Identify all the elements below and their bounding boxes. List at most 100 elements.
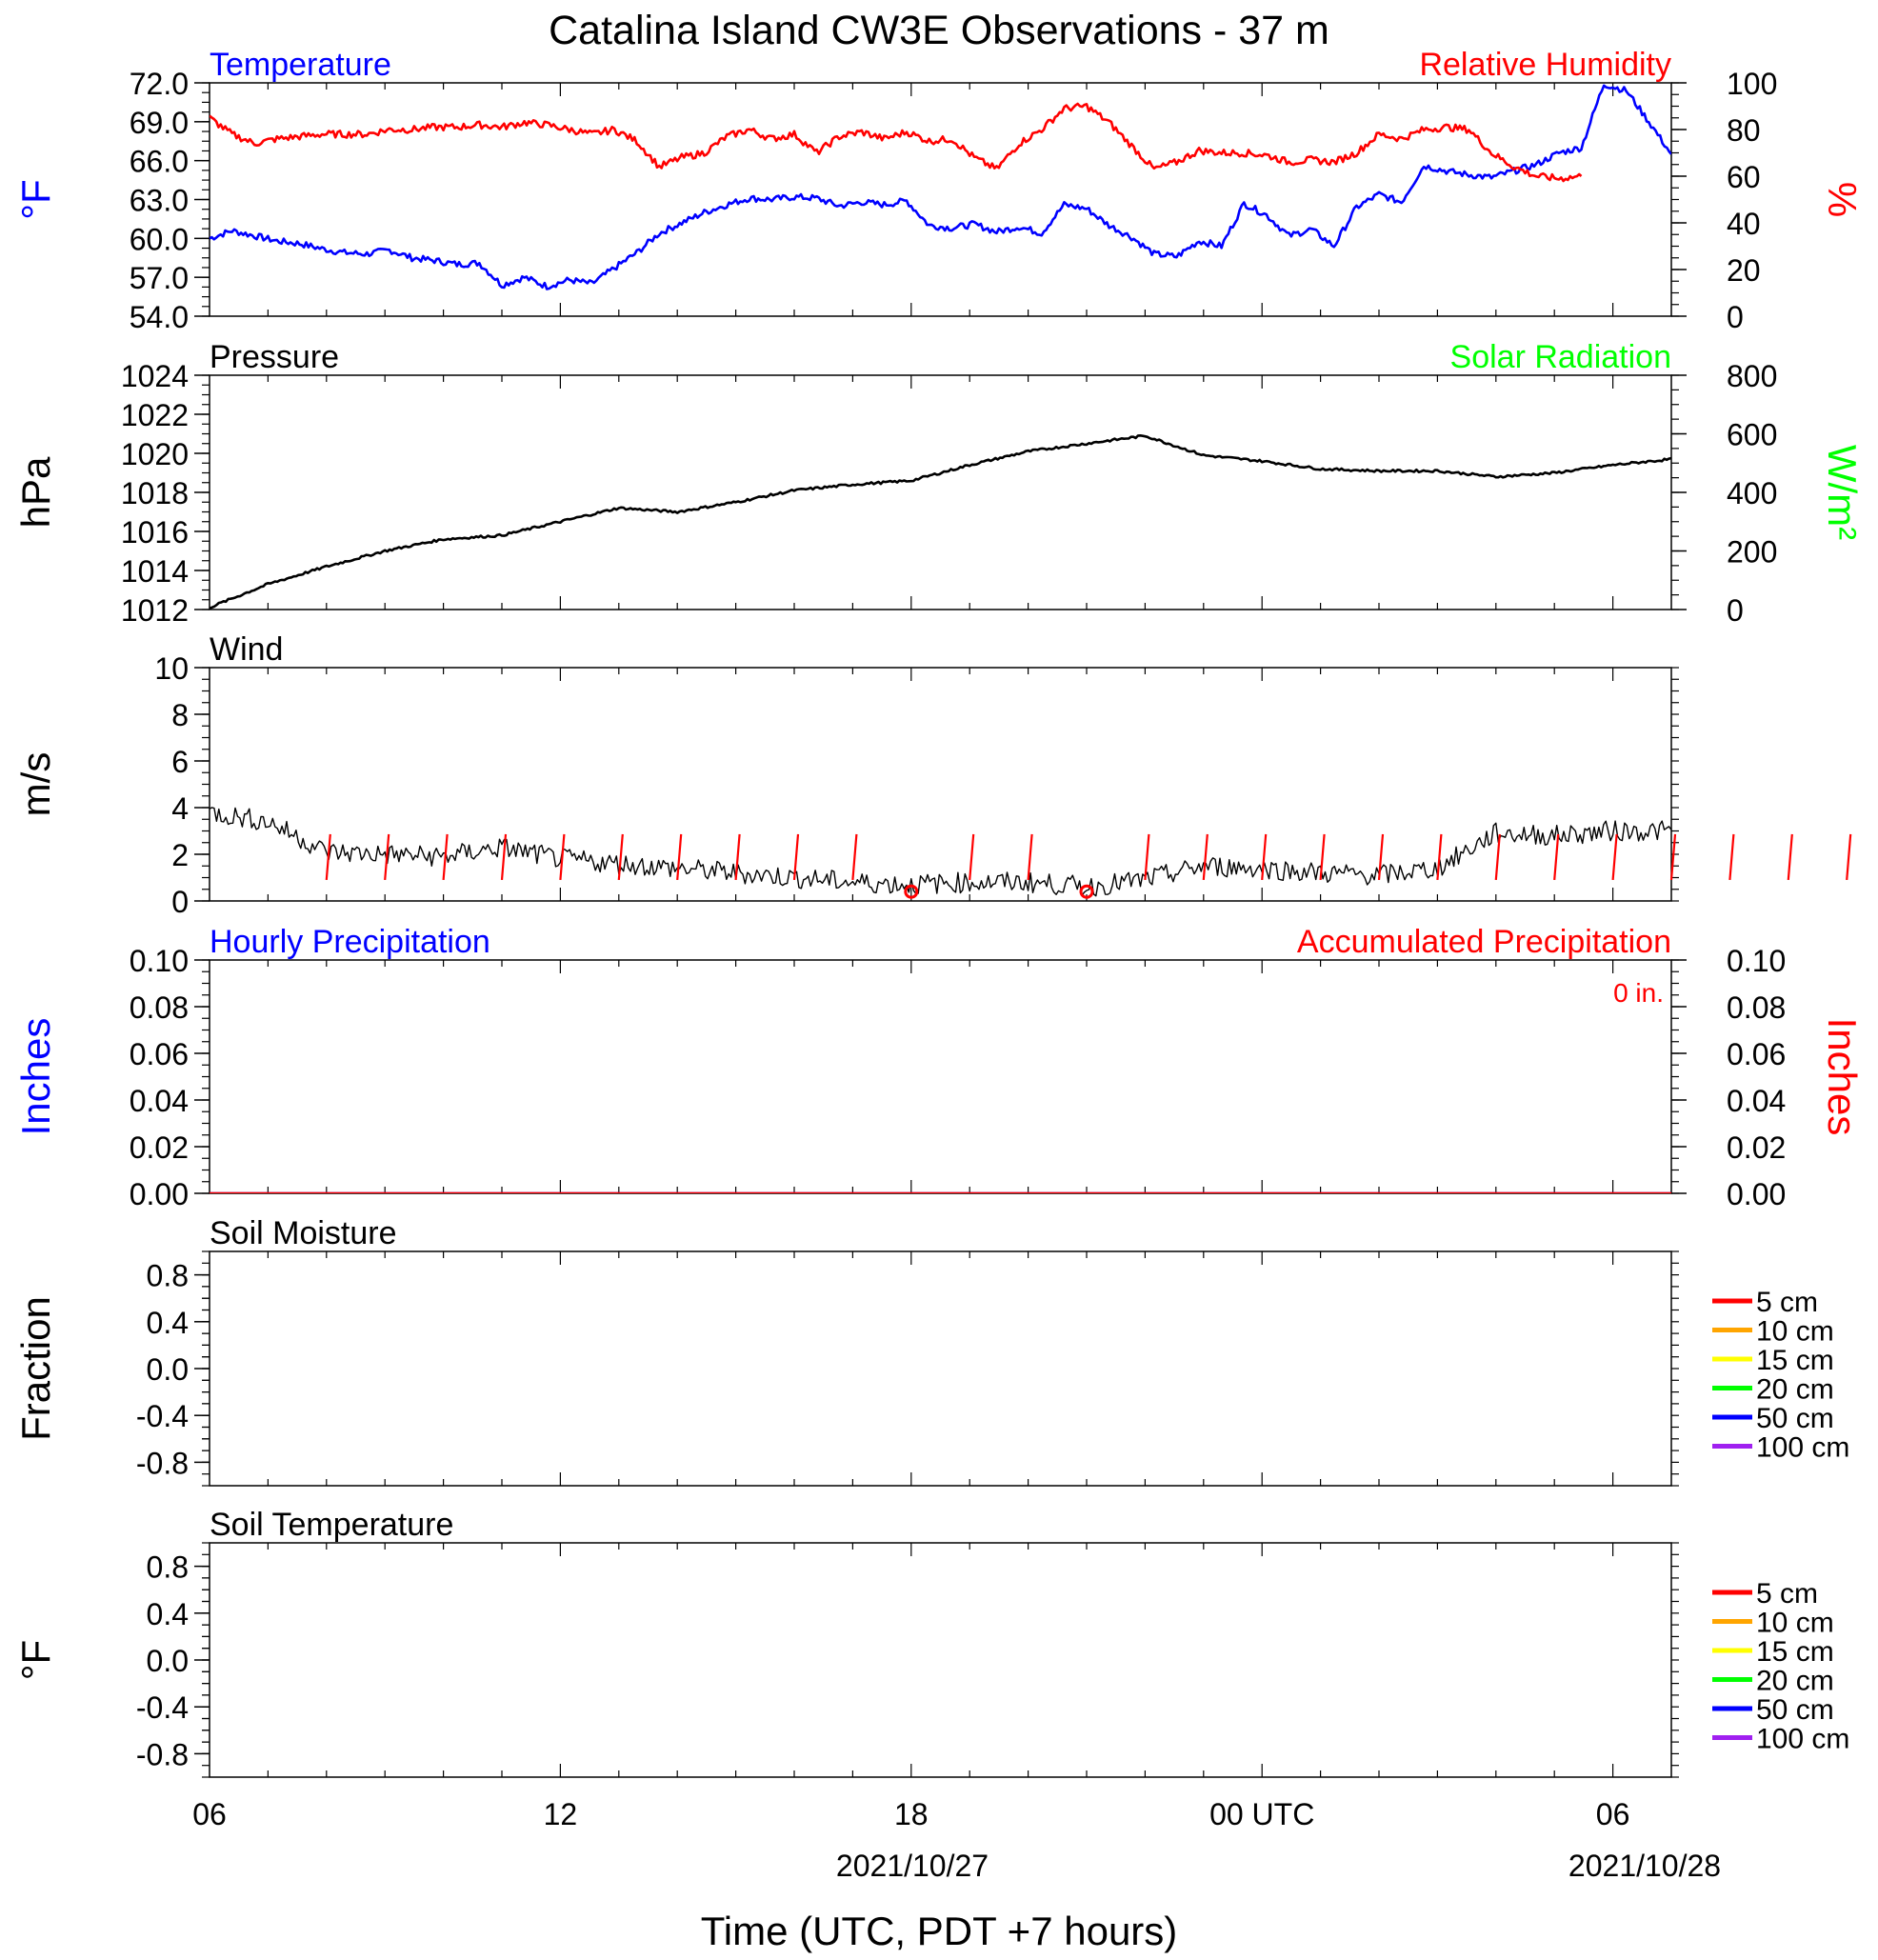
x-tick-label: 06 [1596, 1797, 1630, 1831]
x-tick-label: 00 UTC [1209, 1797, 1314, 1831]
wind-barb [969, 833, 975, 881]
y-tick-label-right: 0.08 [1727, 990, 1786, 1025]
y-tick-label: 0.0 [147, 1352, 189, 1387]
y-tick-label: 1024 [121, 359, 189, 393]
y-axis-label: m/s [13, 752, 58, 817]
y-tick-label: 2 [171, 838, 189, 872]
y-tick-label: 1022 [121, 398, 189, 432]
y-tick-label-right: 0 [1727, 593, 1744, 628]
y-tick-label: 0.10 [130, 944, 189, 978]
y-axis-label: Inches [13, 1018, 58, 1136]
y-tick-label-right: 100 [1727, 67, 1777, 101]
wind-barb [500, 833, 508, 881]
series-group [210, 84, 1671, 290]
y-axis-label-right: W/m² [1820, 445, 1865, 540]
y-tick-label-right: 200 [1727, 535, 1777, 570]
wind-barb [792, 833, 800, 881]
panel-temperature-humidity: 72.0 69.0 66.0 63.0 60.0 57.0 54.0 100 80 60 40 20 0… [13, 47, 1865, 334]
y-tick-label-right: 80 [1727, 113, 1761, 148]
y-tick-label: 0.4 [147, 1306, 189, 1340]
wind-barb [1027, 833, 1033, 881]
y-tick-label: 1018 [121, 476, 189, 510]
series-line-relative-humidity [210, 102, 1583, 183]
y-tick-label: 54.0 [130, 300, 189, 334]
legend-label: 10 cm [1756, 1316, 1834, 1348]
date-label-2: 2021/10/28 [1568, 1849, 1721, 1883]
legend-label: 15 cm [1756, 1345, 1834, 1376]
y-tick-label: 0.06 [130, 1037, 189, 1071]
plot-frame [209, 82, 1672, 317]
wind-barb [1144, 833, 1150, 881]
wind-barb [1202, 833, 1209, 881]
wind-barb [1787, 833, 1793, 881]
calm-wind-marker [1079, 884, 1094, 899]
wind-barb [325, 833, 331, 881]
x-tick-label: 06 [192, 1797, 227, 1831]
y-tick-label: 1016 [121, 515, 189, 550]
panel-title-right: Solar Radiation [1450, 339, 1671, 375]
y-tick-label: 69.0 [130, 106, 189, 140]
wind-barb [734, 833, 741, 881]
panel-title-right: Accumulated Precipitation [1297, 924, 1671, 960]
panel-wind: 10 8 6 4 2 0 Wind m/s [13, 631, 1852, 919]
wind-barb [384, 833, 390, 881]
y-tick-label: 1014 [121, 554, 189, 589]
y-tick-label-right: 0.06 [1727, 1037, 1786, 1071]
x-tick-label: 12 [544, 1797, 578, 1831]
y-tick-label-right: 0.04 [1727, 1084, 1786, 1118]
y-tick-label: 4 [171, 791, 189, 826]
panel-pressure-solar: 1024 1022 1020 1018 1016 1014 1012 800 600 400 200… [13, 339, 1865, 628]
date-label-1: 2021/10/27 [836, 1849, 989, 1883]
y-tick-label: 0.02 [130, 1130, 189, 1165]
y-tick-label: 0.8 [147, 1259, 189, 1293]
wind-barb [676, 833, 683, 881]
wind-barb [1669, 833, 1677, 881]
wind-barb [617, 833, 624, 881]
panel-soil-moisture: 0.8 0.4 0.0 -0.4 -0.8 Soil Moisture Fraction 5 … [13, 1215, 1849, 1487]
wind-barb [1319, 833, 1326, 881]
x-tick-label: 18 [894, 1797, 929, 1831]
y-tick-label-right: 0.00 [1727, 1177, 1786, 1211]
y-tick-label-right: 800 [1727, 359, 1777, 393]
y-tick-label: 66.0 [130, 145, 189, 179]
y-tick-label: -0.4 [136, 1690, 189, 1725]
y-tick-label: 0.4 [147, 1597, 189, 1631]
wind-barb [1436, 833, 1443, 881]
plot-frame [209, 1250, 1672, 1487]
y-tick-label: 0 [171, 885, 189, 919]
y-tick-label: 0.00 [130, 1177, 189, 1211]
wind-barb [1553, 833, 1560, 881]
y-tick-label: -0.8 [136, 1737, 189, 1771]
x-axis-label: Time (UTC, PDT +7 hours) [701, 1909, 1178, 1953]
legend-label: 10 cm [1756, 1608, 1834, 1639]
panel-title: Soil Moisture [210, 1215, 397, 1251]
legend-label: 15 cm [1756, 1636, 1834, 1668]
y-tick-label: 57.0 [130, 261, 189, 295]
y-tick-label: 60.0 [130, 222, 189, 256]
panel-title-right: Relative Humidity [1419, 47, 1671, 83]
y-tick-label: -0.8 [136, 1446, 189, 1480]
y-tick-label: 0.8 [147, 1550, 189, 1585]
y-tick-label: 1012 [121, 593, 189, 628]
wind-barb [1846, 833, 1852, 881]
wind-barb [851, 833, 858, 881]
wind-barb [559, 833, 566, 881]
plot-frame [209, 667, 1672, 902]
wind-barb [1494, 833, 1501, 881]
y-tick-label-right: 0 [1727, 300, 1744, 334]
y-tick-label-right: 600 [1727, 418, 1777, 452]
wind-barb [1728, 833, 1735, 881]
y-tick-label: 1020 [121, 437, 189, 471]
series-line-temperature [210, 84, 1671, 290]
y-tick-label: -0.4 [136, 1399, 189, 1433]
legend-label: 50 cm [1756, 1694, 1834, 1726]
legend-label: 5 cm [1756, 1287, 1818, 1318]
y-tick-label: 63.0 [130, 184, 189, 218]
plot-frame [209, 959, 1672, 1194]
legend-label: 100 cm [1756, 1432, 1849, 1464]
plot-frame [209, 1542, 1672, 1778]
plot-frame [209, 374, 1672, 610]
chart-title: Catalina Island CW3E Observations - 37 m [549, 8, 1329, 53]
